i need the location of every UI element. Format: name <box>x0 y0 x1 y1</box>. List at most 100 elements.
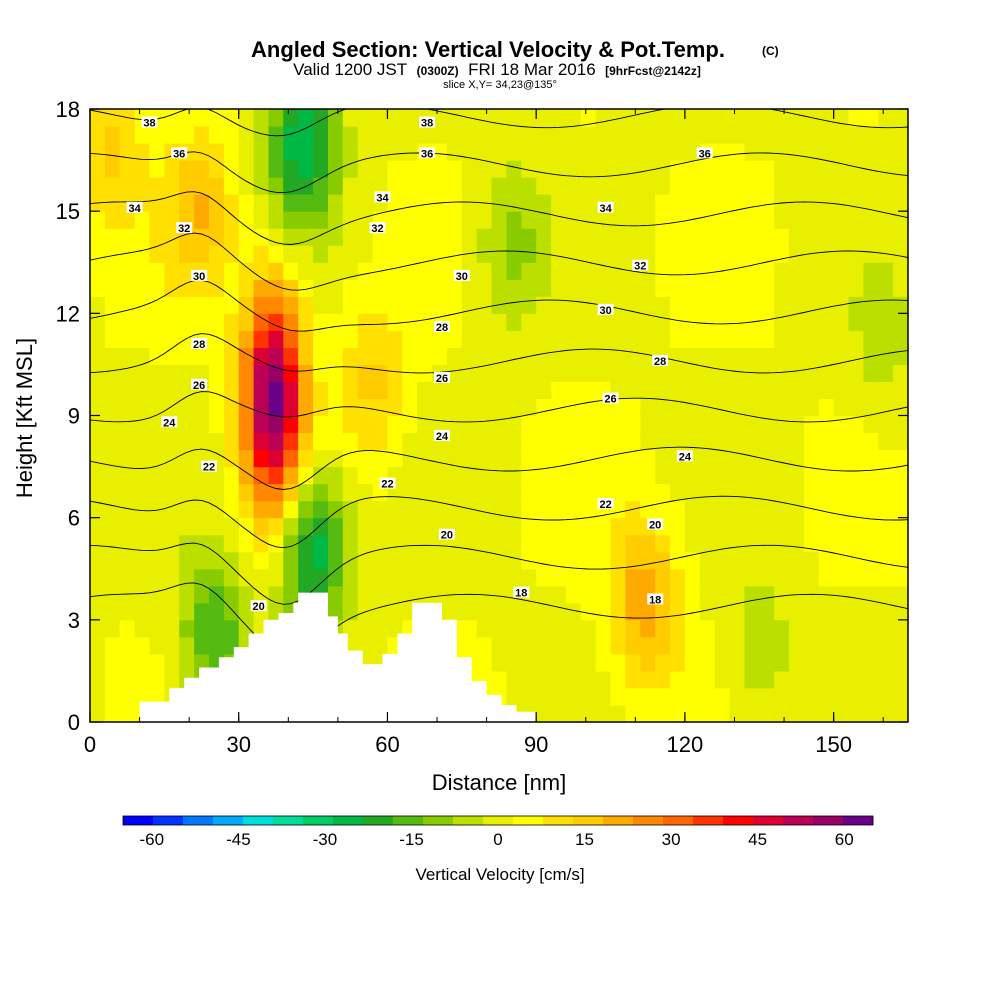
field-cell <box>402 330 418 348</box>
field-cell <box>774 160 790 178</box>
field-cell <box>268 551 284 570</box>
field-cell <box>506 364 522 382</box>
field-cell <box>699 279 716 297</box>
field-cell <box>670 636 686 655</box>
field-cell <box>223 194 240 212</box>
field-cell <box>878 500 894 519</box>
field-cell <box>149 517 165 536</box>
field-cell <box>328 568 344 587</box>
field-cell <box>595 636 612 655</box>
field-cell <box>313 177 329 195</box>
field-cell <box>863 313 879 331</box>
field-cell <box>149 670 165 689</box>
field-cell <box>565 534 582 553</box>
field-cell <box>699 211 716 229</box>
field-cell <box>357 177 374 195</box>
field-cell <box>268 398 284 417</box>
field-cell <box>684 500 701 519</box>
field-cell <box>625 245 641 263</box>
contour-label: 22 <box>201 460 217 474</box>
field-cell <box>774 670 790 689</box>
field-cell <box>670 160 686 178</box>
field-cell <box>476 636 493 655</box>
contour-label: 24 <box>161 416 178 429</box>
contour-label-bg <box>171 147 188 159</box>
field-cell <box>670 143 686 161</box>
field-cell <box>565 398 582 417</box>
field-cell <box>164 466 180 485</box>
theta-contour-line <box>90 495 908 549</box>
field-cell <box>744 705 760 722</box>
field-cell <box>833 483 850 502</box>
field-cell <box>179 194 195 212</box>
field-cell <box>223 415 240 434</box>
field-cell <box>699 228 716 246</box>
contour-label-text: 22 <box>203 462 215 474</box>
field-cell <box>536 534 552 553</box>
field-cell <box>595 313 612 331</box>
field-cell <box>565 279 582 297</box>
field-cell <box>209 364 225 382</box>
colorbar-tick-label: 0 <box>493 830 502 849</box>
field-cell <box>491 619 508 638</box>
field-cell <box>209 245 225 263</box>
field-cell <box>446 245 463 263</box>
contour-label: 30 <box>597 303 614 317</box>
field-cell <box>164 619 180 638</box>
field-cell <box>610 517 626 536</box>
field-cell <box>194 228 210 246</box>
contour-label-text: 32 <box>634 261 646 273</box>
field-cell <box>729 568 745 587</box>
field-cell <box>253 228 270 246</box>
field-cell <box>119 534 136 553</box>
field-cell <box>625 602 641 621</box>
field-cell <box>818 279 835 297</box>
field-cell <box>342 449 359 468</box>
field-cell <box>223 160 240 178</box>
field-cell <box>372 160 389 178</box>
field-cell <box>774 449 790 468</box>
field-cell <box>848 109 864 127</box>
theta-contour-line <box>90 582 908 656</box>
field-cell <box>476 279 493 297</box>
field-cell <box>253 398 270 417</box>
field-cell <box>893 483 908 502</box>
field-cell <box>134 228 151 246</box>
field-cell <box>759 228 775 246</box>
field-cell <box>491 670 508 689</box>
field-cell <box>848 228 864 246</box>
field-cell <box>833 211 850 229</box>
colorbar-swatch <box>783 816 814 825</box>
field-cell <box>759 602 775 621</box>
field-cell <box>848 211 864 229</box>
field-cell <box>194 619 210 638</box>
field-cell <box>194 245 210 263</box>
field-cell <box>209 534 225 553</box>
field-cell <box>402 160 418 178</box>
field-cell <box>104 313 121 331</box>
field-cell <box>104 330 121 348</box>
theta-contour-line <box>90 232 908 291</box>
field-cell <box>655 687 671 706</box>
y-tick-label: 12 <box>56 301 80 326</box>
contour-label-text: 20 <box>252 601 264 613</box>
field-cell <box>223 517 240 536</box>
field-cell <box>803 602 820 621</box>
field-cell <box>580 313 597 331</box>
field-cell <box>640 330 656 348</box>
field-cell <box>491 347 508 365</box>
field-cell <box>476 313 493 331</box>
field-cell <box>625 364 641 382</box>
field-cell <box>818 262 835 280</box>
field-cell <box>729 245 745 263</box>
field-cell <box>90 364 106 382</box>
field-cell <box>536 279 552 297</box>
field-cell <box>268 483 284 502</box>
field-cell <box>432 551 448 570</box>
field-cell <box>104 568 121 587</box>
contour-label-bg <box>379 477 396 489</box>
field-cell <box>134 432 151 451</box>
field-cell <box>446 364 463 382</box>
field-cell <box>833 330 850 348</box>
field-cell <box>328 449 344 468</box>
